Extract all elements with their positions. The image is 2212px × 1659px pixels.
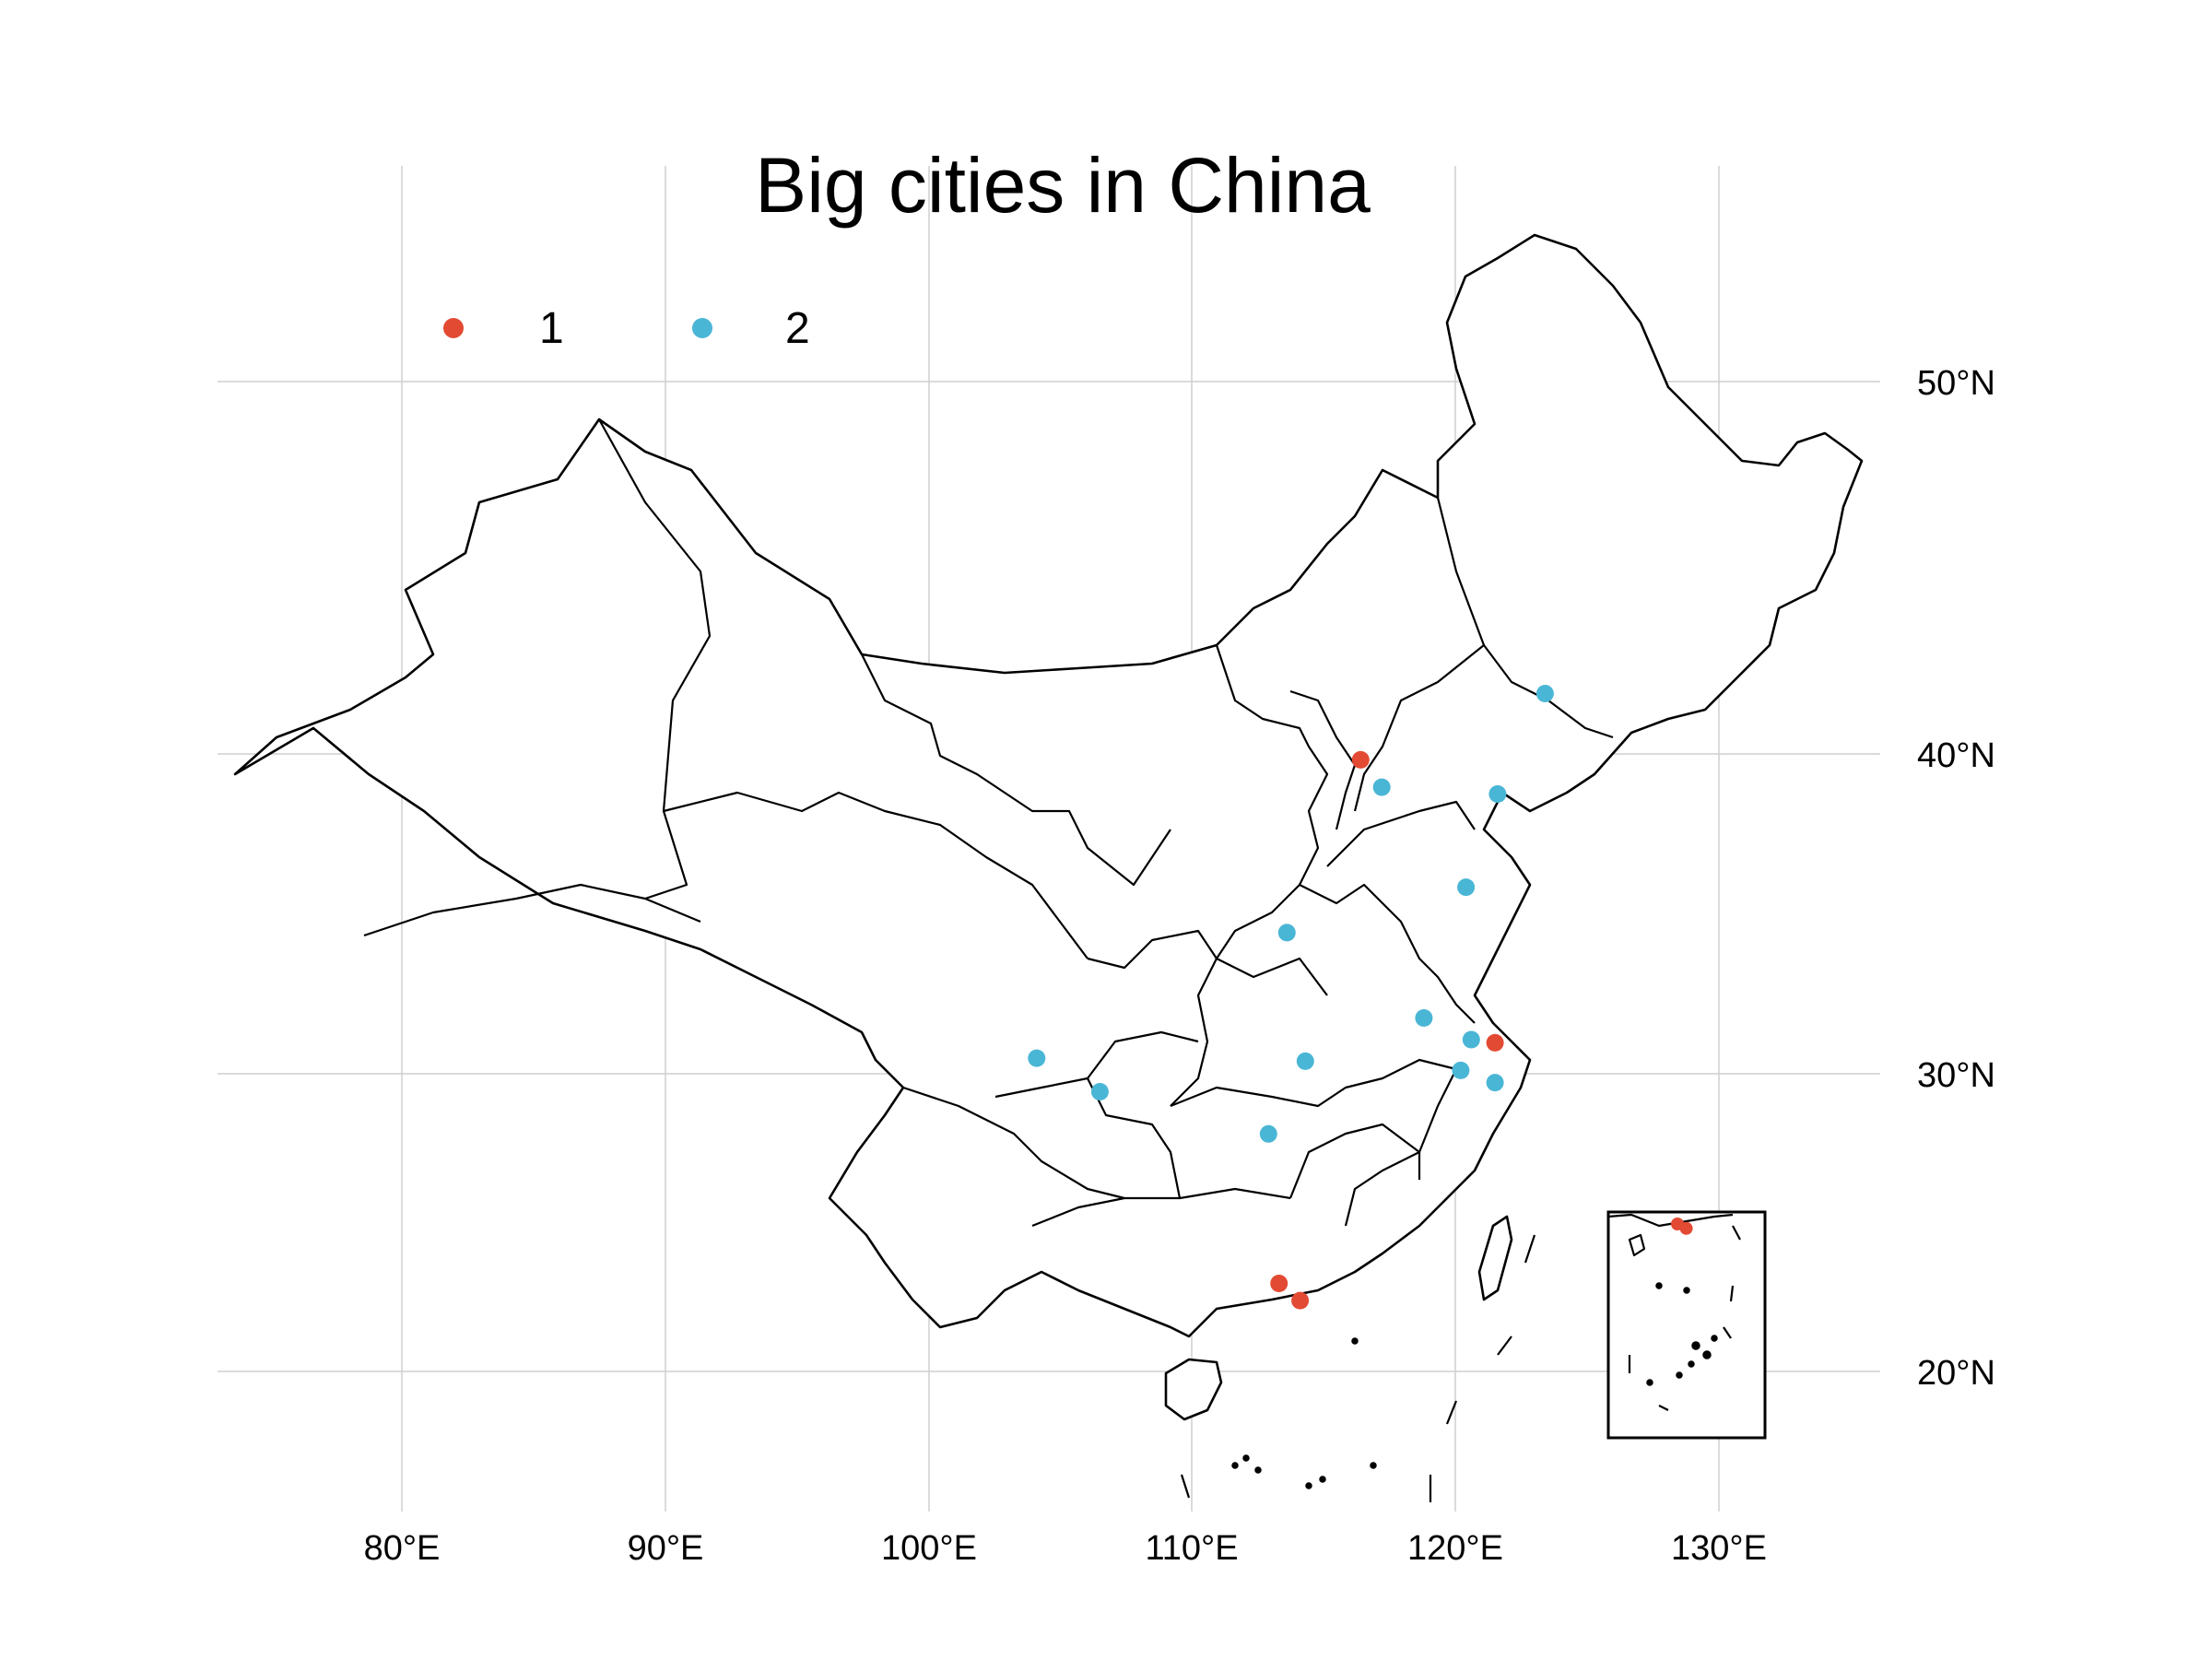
province-line [861,653,1171,887]
legend-swatch-1 [443,318,464,338]
city-point-group-1 [1291,1291,1310,1310]
city-point-group-2 [1488,785,1507,803]
city-point-group-1 [1486,1033,1504,1052]
city-point-group-2 [1296,1052,1314,1070]
x-tick-label: 130°E [1671,1529,1767,1568]
city-point-group-1 [1270,1275,1288,1292]
legend-swatch-2 [692,318,712,338]
china-outline [233,233,1864,1338]
province-line [1215,644,1329,886]
map-title: Big cities in China [755,142,1371,229]
inset-city-points [1671,1218,1693,1235]
legend: 1 2 [443,304,810,353]
inset-island-dot [1711,1335,1718,1342]
province-line [363,883,701,937]
y-tick-label: 20°N [1917,1354,1995,1393]
inset-dash [1723,1326,1732,1339]
island-dot [1231,1462,1239,1469]
province-line [1289,689,1357,830]
inset-island-dot [1688,1360,1695,1368]
city-point-group-2 [1452,1061,1470,1079]
city-point-group-2 [1259,1124,1277,1143]
island-dot [1319,1476,1326,1483]
city-point-group-2 [1415,1009,1433,1027]
south-china-sea-inset [1606,1210,1767,1440]
city-point-group-1 [1351,750,1370,769]
inset-island-dot [1702,1350,1712,1359]
province-line [1436,497,1614,739]
city-points [1028,685,1554,1310]
inset-island-dot [1683,1287,1690,1294]
x-tick-label: 80°E [364,1529,441,1568]
city-point-group-2 [1457,878,1476,897]
city-point-group-2 [1277,924,1296,942]
inset-frame [1606,1210,1767,1440]
province-line [1326,800,1476,867]
inset-dash [1729,1285,1735,1302]
province-boundaries [363,418,1614,1228]
province-line [1170,1058,1457,1108]
inset-island-dot [1691,1341,1700,1350]
city-point-group-2 [1462,1030,1480,1049]
x-tick-label: 120°E [1407,1529,1503,1568]
inset-island-dot [1676,1371,1683,1379]
province-line [1031,1196,1125,1228]
x-tick-label: 90°E [628,1529,704,1568]
inset-city-point-group-1 [1679,1221,1693,1235]
dashed-line-segment [1524,1234,1536,1264]
province-line [1087,929,1328,996]
x-axis-ticks: 80°E 90°E 100°E 110°E 120°E 130°E [364,1529,1767,1568]
dashed-line-segment [1445,1400,1458,1425]
y-tick-label: 30°N [1917,1056,1995,1095]
legend-label-2: 2 [785,304,810,353]
province-line [1344,1068,1457,1227]
province-line [994,1077,1182,1199]
city-point-group-2 [1486,1074,1504,1092]
dashed-line-segment [1497,1335,1512,1356]
province-line [1087,1030,1199,1079]
province-line [1288,1123,1421,1199]
y-tick-label: 40°N [1917,736,1995,775]
y-tick-label: 50°N [1917,364,1995,403]
inset-hainan [1628,1233,1646,1257]
islands [1164,1215,1536,1502]
dashed-line-segment [1180,1474,1191,1499]
taiwan-island [1477,1215,1513,1301]
city-point-group-2 [1090,1083,1109,1100]
island-dot [1351,1337,1359,1345]
city-point-group-2 [1372,778,1391,796]
province-line [1170,884,1300,1107]
island-dot [1242,1454,1250,1462]
x-tick-label: 110°E [1145,1529,1238,1568]
island-dot [1370,1462,1377,1469]
province-line [598,418,712,900]
island-dot [1305,1482,1312,1489]
inset-island-dot [1655,1282,1663,1289]
y-axis-ticks: 50°N 40°N 30°N 20°N [1917,364,1995,1393]
province-line [1353,644,1485,812]
legend-label-1: 1 [539,304,564,353]
province-line [1299,883,1476,1024]
province-line [663,791,1088,959]
inset-dash [1732,1225,1741,1241]
inset-island-dot [1646,1379,1653,1386]
inset-dash [1658,1405,1669,1411]
island-dot [1254,1466,1262,1474]
city-point-group-2 [1535,685,1554,702]
city-point-group-2 [1028,1049,1046,1067]
province-line [902,1086,1291,1200]
hainan-island [1164,1358,1223,1421]
x-tick-label: 100°E [881,1529,977,1568]
